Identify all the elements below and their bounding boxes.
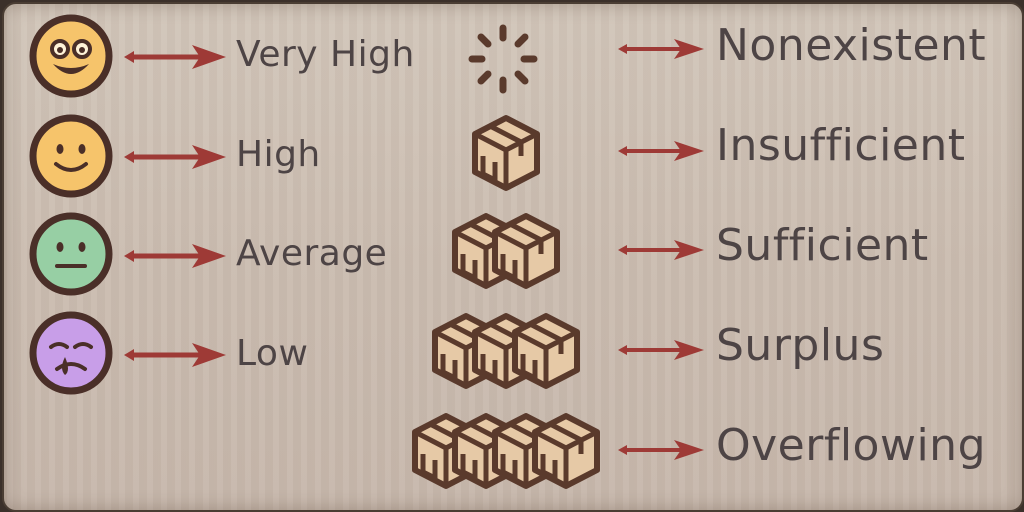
laughing-face-icon [29,14,113,98]
mood-arrow-high [124,145,226,169]
smiling-face-icon [29,114,113,198]
box-icon [492,213,560,289]
mood-arrow-low [124,343,226,367]
mood-label-very-high: Very High [236,34,415,75]
supply-arrow-nonexistent [618,39,704,59]
neutral-face-icon [29,212,113,296]
box-icon [512,313,580,389]
mood-label-average: Average [236,233,388,274]
box-icon [472,115,540,191]
crying-face-icon [29,311,113,395]
boxes-icon [432,313,580,389]
supply-label-overflowing: Overflowing [716,420,986,471]
box-icon [472,115,540,191]
supply-label-sufficient: Sufficient [716,220,929,271]
empty-loading-icon [468,24,538,94]
box-icon [532,413,600,489]
supply-arrow-sufficient [618,240,704,260]
supply-arrow-surplus [618,340,704,360]
mood-arrow-very-high [124,45,226,69]
boxes-icon [452,213,560,289]
supply-label-insufficient: Insufficient [716,120,966,171]
mood-label-low: Low [236,333,309,374]
supply-arrow-insufficient [618,141,704,161]
mood-arrow-average [124,244,226,268]
supply-label-surplus: Surplus [716,320,885,371]
mood-label-high: High [236,134,321,175]
supply-label-nonexistent: Nonexistent [716,20,987,71]
boxes-icon [412,413,600,489]
supply-arrow-overflowing [618,440,704,460]
